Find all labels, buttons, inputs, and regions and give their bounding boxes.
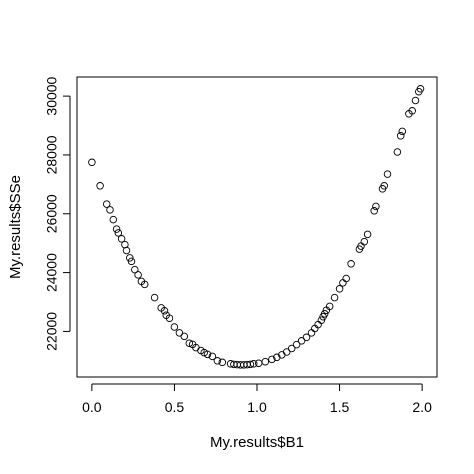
data-point (408, 107, 416, 115)
x-tick-label: 0.0 (82, 399, 102, 415)
data-point (292, 340, 301, 349)
data-point (416, 85, 425, 93)
x-tick-label: 0.5 (165, 399, 185, 415)
plot-area (88, 85, 425, 369)
data-point (170, 323, 179, 331)
x-axis-title: My.results$B1 (210, 434, 304, 451)
y-tick-label: 22000 (44, 312, 60, 351)
data-point (342, 274, 350, 283)
data-point (150, 293, 159, 302)
data-point (88, 158, 96, 167)
x-tick-label: 1.5 (330, 399, 350, 415)
data-point (396, 132, 405, 140)
y-axis: 22000 24000 26000 28000 30000 (44, 76, 71, 351)
data-point (114, 229, 123, 237)
data-point (330, 293, 339, 302)
data-point (213, 357, 222, 365)
data-point (127, 257, 136, 266)
y-tick-label: 30000 (44, 76, 60, 115)
data-point (246, 360, 255, 369)
data-point (122, 246, 131, 255)
data-point (218, 358, 227, 367)
data-point (126, 254, 134, 262)
data-point (411, 96, 420, 105)
data-point (109, 215, 118, 224)
data-point (282, 348, 291, 356)
data-point (297, 337, 306, 345)
data-point (165, 314, 174, 322)
data-point (320, 310, 329, 318)
data-point (160, 307, 169, 315)
y-tick-label: 28000 (44, 135, 60, 174)
data-point (261, 357, 270, 366)
data-point (273, 353, 281, 362)
y-tick-label: 24000 (44, 253, 60, 292)
x-axis: 0.0 0.5 1.0 1.5 2.0 (82, 383, 432, 415)
data-point (380, 182, 388, 190)
x-tick-label: 2.0 (412, 399, 432, 415)
data-point (185, 339, 194, 347)
data-point (393, 148, 402, 156)
y-tick-label: 26000 (44, 194, 60, 233)
data-point (208, 352, 217, 361)
data-point (302, 333, 311, 342)
data-point (335, 285, 344, 293)
data-point (372, 202, 380, 211)
data-point (317, 316, 326, 324)
data-point (106, 206, 114, 214)
data-point (249, 360, 258, 368)
x-tick-label: 1.0 (247, 399, 267, 415)
data-point (203, 350, 212, 359)
data-point (370, 207, 378, 215)
data-point (175, 329, 184, 337)
data-point (112, 225, 121, 233)
data-point (287, 344, 296, 353)
data-point (180, 332, 189, 341)
data-point (131, 265, 139, 274)
data-point (325, 302, 334, 311)
data-point (102, 200, 111, 208)
data-point (140, 280, 149, 289)
data-point (134, 271, 142, 279)
data-point (360, 237, 369, 246)
data-point (383, 170, 392, 178)
y-axis-title: My.results$SSe (7, 175, 24, 279)
data-point (363, 230, 372, 239)
data-point (398, 127, 407, 136)
data-point (117, 235, 126, 243)
plot-frame (76, 76, 438, 378)
data-point (268, 355, 276, 364)
data-point (347, 260, 355, 268)
data-point (96, 182, 104, 190)
